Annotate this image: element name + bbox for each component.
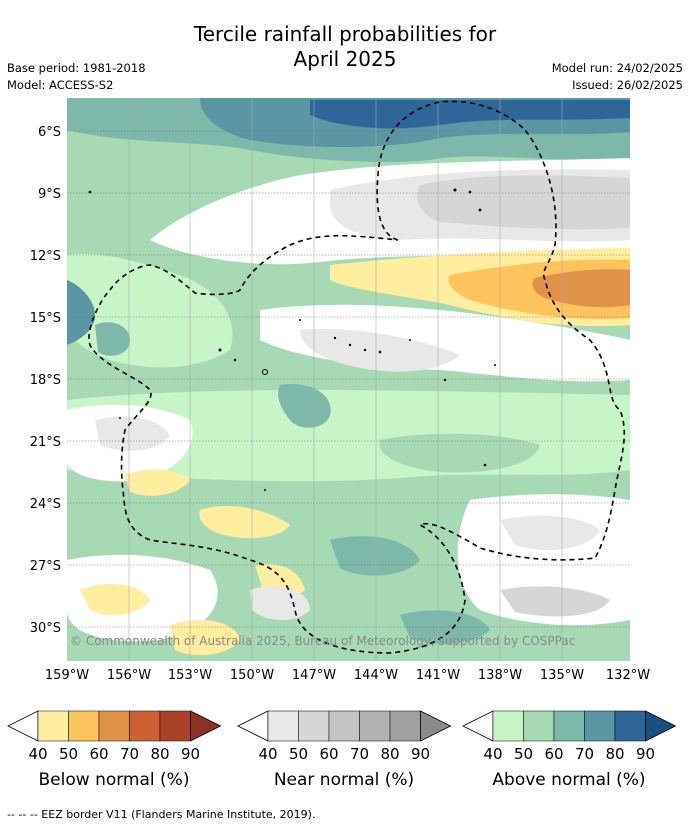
colorbar-label-above: Above normal (%): [492, 770, 646, 790]
colorbar-segment: [389, 710, 421, 742]
above-70-region-west: [95, 322, 130, 356]
colorbar-segment: [614, 710, 646, 742]
colorbar-extend-left: [237, 710, 269, 742]
lon-label: 132°W: [606, 668, 650, 683]
colorbar-tick-label: 40: [28, 745, 47, 760]
colorbar-extend-right: [420, 710, 452, 742]
lon-label: 141°W: [416, 668, 460, 683]
meta-right: Model run: 24/02/2025 Issued: 26/02/2025: [552, 60, 683, 94]
colorbar-tick-label: 50: [289, 745, 308, 760]
lon-label: 156°W: [107, 668, 151, 683]
lat-label: 15°S: [30, 311, 61, 326]
below-40-region-s1: [80, 583, 150, 616]
map-field: [67, 98, 630, 661]
colorbar-segment: [129, 710, 161, 742]
colorbar-tick-label: 90: [181, 745, 200, 760]
above-80-region-west: [67, 280, 95, 345]
meta-left: Base period: 1981-2018 Model: ACCESS-S2: [7, 60, 146, 94]
colorbar-segment: [159, 710, 191, 742]
lat-label: 21°S: [30, 435, 61, 450]
colorbar-tick-label: 70: [350, 745, 369, 760]
colorbars: 40 50 60 70 80 90 40 50 60 70 80 90 40 50 60 70 80 90: [7, 710, 677, 760]
colorbar-segment: [523, 710, 555, 742]
colorbar-segment: [98, 710, 130, 742]
title-line-1: Tercile rainfall probabilities for: [193, 22, 497, 46]
near-50-region-north: [416, 175, 630, 230]
colorbar-label-below: Below normal (%): [38, 770, 190, 790]
colorbar-segment: [553, 710, 585, 742]
colorbar-near-normal: 40 50 60 70 80 90: [237, 710, 452, 760]
below-40-region-sw2: [199, 505, 290, 539]
lat-labels: 6°S 9°S 12°S 15°S 18°S 21°S 24°S 27°S 30…: [30, 125, 61, 636]
lon-label: 153°W: [168, 668, 212, 683]
colorbar-tick-label: 40: [483, 745, 502, 760]
graticule: [67, 130, 630, 628]
title-line-2: April 2025: [293, 47, 397, 71]
colorbar-segment: [298, 710, 330, 742]
colorbar-extend-left: [462, 710, 494, 742]
lat-label: 9°S: [38, 187, 61, 202]
lon-label: 138°W: [478, 668, 522, 683]
above-70-region-south: [278, 384, 331, 428]
colorbar-extend-right: [645, 710, 677, 742]
near-40-region-se: [500, 515, 600, 550]
colorbar-tick-label: 40: [258, 745, 277, 760]
islands: [88, 188, 496, 491]
near-40-region-sw: [95, 416, 170, 451]
near-40-region-central: [300, 328, 460, 372]
colorbar-segment: [267, 710, 299, 742]
lat-label: 30°S: [30, 621, 61, 636]
colorbar-tick-label: 70: [575, 745, 594, 760]
lat-label: 12°S: [30, 249, 61, 264]
below-40-region-s2: [170, 620, 240, 656]
above-90-region: [310, 100, 630, 129]
forecast-map: 6°S 9°S 12°S 15°S 18°S 21°S 24°S 27°S 30…: [30, 98, 650, 683]
eez-border: [88, 100, 626, 654]
colorbar-tick-label: 90: [636, 745, 655, 760]
model-run: Model run: 24/02/2025: [551, 61, 683, 75]
colorbar-segment: [328, 710, 360, 742]
colorbar-tick-label: 80: [150, 745, 169, 760]
colorbar-label-near: Near normal (%): [273, 770, 415, 790]
colorbar-segment: [37, 710, 69, 742]
lat-label: 18°S: [30, 373, 61, 388]
lon-labels: 159°W 156°W 153°W 150°W 147°W 144°W 141°…: [45, 668, 650, 683]
copyright-notice: © Commonwealth of Australia 2025, Bureau…: [70, 634, 576, 648]
meridians: [128, 98, 563, 661]
lat-label: 6°S: [38, 125, 61, 140]
colorbar-tick-label: 70: [120, 745, 139, 760]
colorbar-tick-label: 90: [411, 745, 430, 760]
below-60-region: [532, 269, 630, 308]
near-50-region-se: [500, 586, 610, 617]
colorbar-tick-label: 60: [319, 745, 338, 760]
base-period: Base period: 1981-2018: [7, 61, 146, 75]
colorbar-tick-label: 80: [605, 745, 624, 760]
model-name: Model: ACCESS-S2: [7, 78, 114, 92]
colorbar-tick-label: 60: [544, 745, 563, 760]
colorbar-below-normal: 40 50 60 70 80 90: [7, 710, 222, 760]
lat-label: 24°S: [30, 497, 61, 512]
lon-label: 147°W: [292, 668, 336, 683]
map-title: Tercile rainfall probabilities for April…: [0, 22, 690, 72]
colorbar-segment: [68, 710, 100, 742]
above-70-region-se: [330, 536, 420, 576]
colorbar-segment: [359, 710, 391, 742]
lon-label: 135°W: [540, 668, 584, 683]
below-40-region-sw1: [125, 469, 190, 496]
colorbar-tick-label: 50: [59, 745, 78, 760]
colorbar-extend-right: [190, 710, 222, 742]
colorbar-tick-label: 60: [89, 745, 108, 760]
issued-date: Issued: 26/02/2025: [572, 78, 683, 92]
lon-label: 144°W: [354, 668, 398, 683]
lon-label: 159°W: [45, 668, 89, 683]
lat-label: 27°S: [30, 559, 61, 574]
colorbar-extend-left: [7, 710, 39, 742]
eez-footnote: -- -- -- EEZ border V11 (Flanders Marine…: [7, 808, 316, 821]
lon-label: 150°W: [230, 668, 274, 683]
colorbar-segment: [584, 710, 616, 742]
colorbar-above-normal: 40 50 60 70 80 90: [462, 710, 677, 760]
colorbar-tick-label: 80: [380, 745, 399, 760]
colorbar-tick-label: 50: [514, 745, 533, 760]
colorbar-segment: [492, 710, 524, 742]
